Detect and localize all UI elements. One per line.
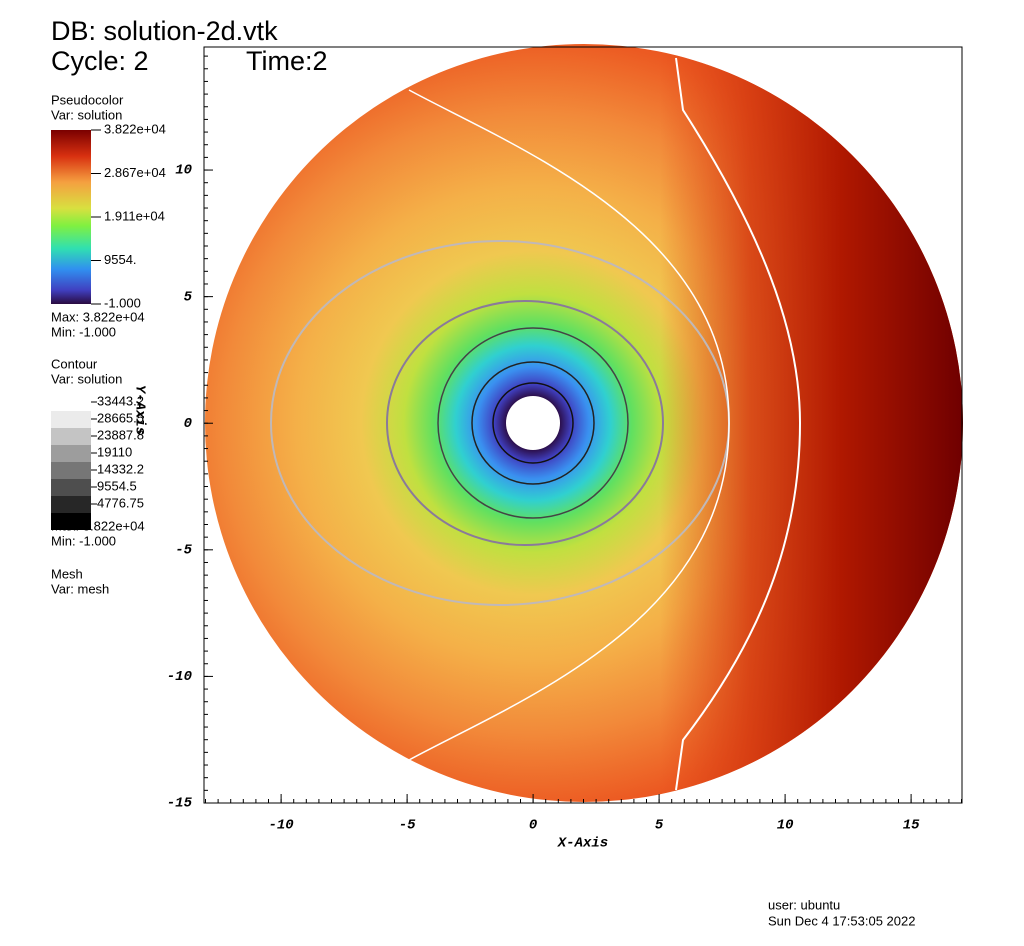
x-tick-label: -5 <box>399 818 416 834</box>
colorbar-label: 1.911e+04 <box>104 208 165 223</box>
db-name: DB: solution-2d.vtk <box>51 16 278 46</box>
legend-min: Min: -1.000 <box>51 533 116 548</box>
x-tick-label: 5 <box>655 818 664 834</box>
contour-label: 19110 <box>97 444 132 459</box>
colorbar-label: 9554. <box>104 252 137 267</box>
x-axis-label: X-Axis <box>557 836 608 852</box>
contour-swatch <box>51 479 91 496</box>
color-bar <box>51 130 91 304</box>
contour-swatch <box>51 428 91 445</box>
cycle: Cycle: 2 <box>51 46 149 76</box>
legend-title: Pseudocolor <box>51 92 124 107</box>
contour-label: 9554.5 <box>97 478 137 493</box>
colorbar-label: 3.822e+04 <box>104 121 166 136</box>
colorbar-label: -1.000 <box>104 295 141 310</box>
y-axis-label: Y-Axis <box>131 385 147 435</box>
contour-label: 14332.2 <box>97 461 144 476</box>
legend-var: Var: solution <box>51 107 122 122</box>
x-tick-label: -10 <box>269 818 294 834</box>
y-tick-label: -10 <box>167 669 192 685</box>
legend-var: Var: solution <box>51 371 122 386</box>
date: Sun Dec 4 17:53:05 2022 <box>768 913 915 928</box>
contour-swatch <box>51 445 91 462</box>
contour-label: 28665.5 <box>97 410 144 425</box>
legend-min: Min: -1.000 <box>51 324 116 339</box>
y-tick-label: -5 <box>175 543 192 559</box>
contour-label: 4776.75 <box>97 495 144 510</box>
y-tick-label: 5 <box>184 289 193 305</box>
solution-field <box>205 44 963 802</box>
contour-swatch <box>51 462 91 479</box>
y-tick-label: -15 <box>167 796 193 812</box>
contour-swatch <box>51 513 91 530</box>
y-tick-label: 10 <box>175 163 192 179</box>
legend-var: Var: mesh <box>51 581 109 596</box>
colorbar-label: 2.867e+04 <box>104 165 166 180</box>
x-tick-label: 0 <box>529 818 537 834</box>
user: user: ubuntu <box>768 897 840 912</box>
contour-label: 33443.2 <box>97 393 144 408</box>
legend-max: Max: 3.822e+04 <box>51 309 145 324</box>
contour-swatch <box>51 496 91 513</box>
legend-title: Contour <box>51 356 98 371</box>
legend-title: Mesh <box>51 566 83 581</box>
field-right <box>660 44 963 802</box>
contour-swatch <box>51 411 91 428</box>
time: Time:2 <box>246 46 328 76</box>
x-tick-label: 15 <box>903 818 920 834</box>
y-tick-label: 0 <box>184 416 192 432</box>
x-tick-label: 10 <box>777 818 794 834</box>
plot-frame <box>203 46 963 804</box>
contour-label: 23887.8 <box>97 427 144 442</box>
contours <box>270 57 802 791</box>
